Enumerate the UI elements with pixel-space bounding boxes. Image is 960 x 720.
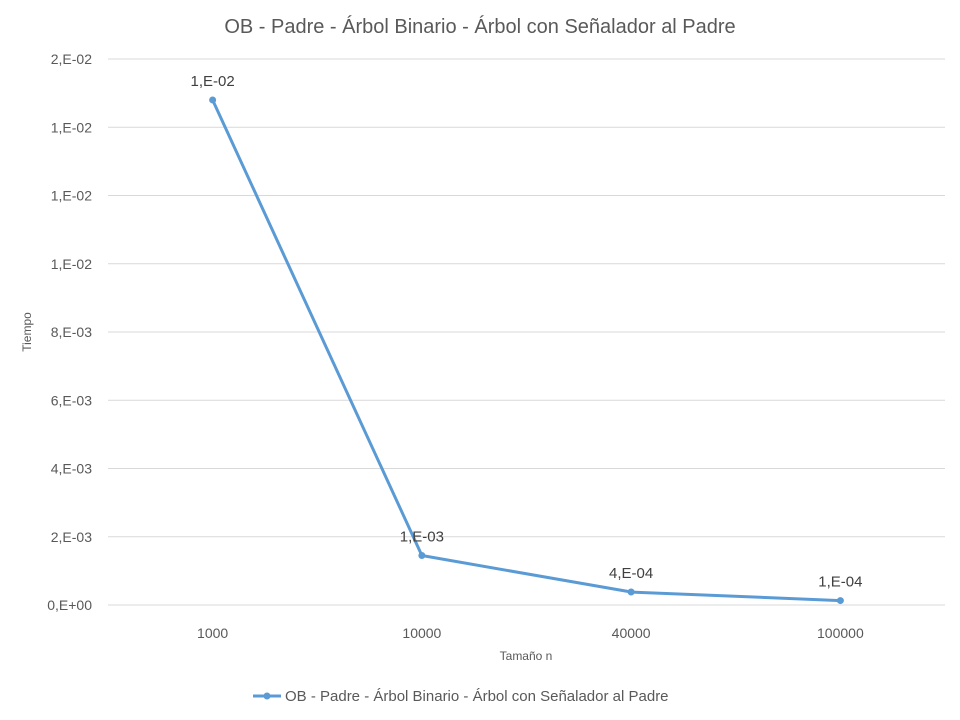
data-point bbox=[418, 552, 426, 560]
y-axis-title: Tiempo bbox=[20, 312, 34, 352]
y-tick-label: 1,E-02 bbox=[51, 188, 92, 204]
data-point bbox=[209, 96, 217, 104]
y-tick-label: 2,E-02 bbox=[51, 51, 92, 67]
y-tick-label: 1,E-02 bbox=[51, 119, 92, 135]
x-tick-label: 1000 bbox=[197, 625, 228, 641]
x-tick-label: 10000 bbox=[402, 625, 441, 641]
gridlines bbox=[108, 58, 945, 606]
legend-series-marker bbox=[263, 692, 271, 700]
data-labels: 1,E-02 1,E-03 4,E-04 1,E-04 bbox=[191, 73, 863, 591]
x-tick-label: 40000 bbox=[612, 625, 651, 641]
legend: OB - Padre - Árbol Binario - Árbol con S… bbox=[253, 688, 669, 705]
data-label: 4,E-04 bbox=[609, 565, 653, 582]
data-label: 1,E-02 bbox=[191, 73, 235, 90]
series-line bbox=[211, 98, 842, 603]
x-tick-label: 100000 bbox=[817, 625, 864, 641]
legend-series-label: OB - Padre - Árbol Binario - Árbol con S… bbox=[285, 688, 669, 705]
y-tick-label: 1,E-02 bbox=[51, 256, 92, 272]
y-tick-label: 0,E+00 bbox=[47, 597, 92, 613]
y-tick-label: 6,E-03 bbox=[51, 392, 92, 408]
data-point bbox=[836, 597, 844, 605]
series-layer bbox=[209, 96, 844, 605]
x-axis-title: Tamaño n bbox=[500, 649, 553, 663]
y-tick-label: 8,E-03 bbox=[51, 324, 92, 340]
y-tick-label: 2,E-03 bbox=[51, 529, 92, 545]
y-axis-ticks: 0,E+00 2,E-03 4,E-03 6,E-03 8,E-03 1,E-02 1,E-… bbox=[47, 51, 92, 613]
y-tick-label: 4,E-03 bbox=[51, 461, 92, 477]
data-point bbox=[627, 588, 635, 596]
data-label: 1,E-03 bbox=[400, 529, 444, 546]
chart-title: OB - Padre - Árbol Binario - Árbol con S… bbox=[224, 15, 735, 38]
x-axis-ticks: 1000 10000 40000 100000 bbox=[197, 625, 864, 641]
data-label: 1,E-04 bbox=[818, 574, 862, 591]
